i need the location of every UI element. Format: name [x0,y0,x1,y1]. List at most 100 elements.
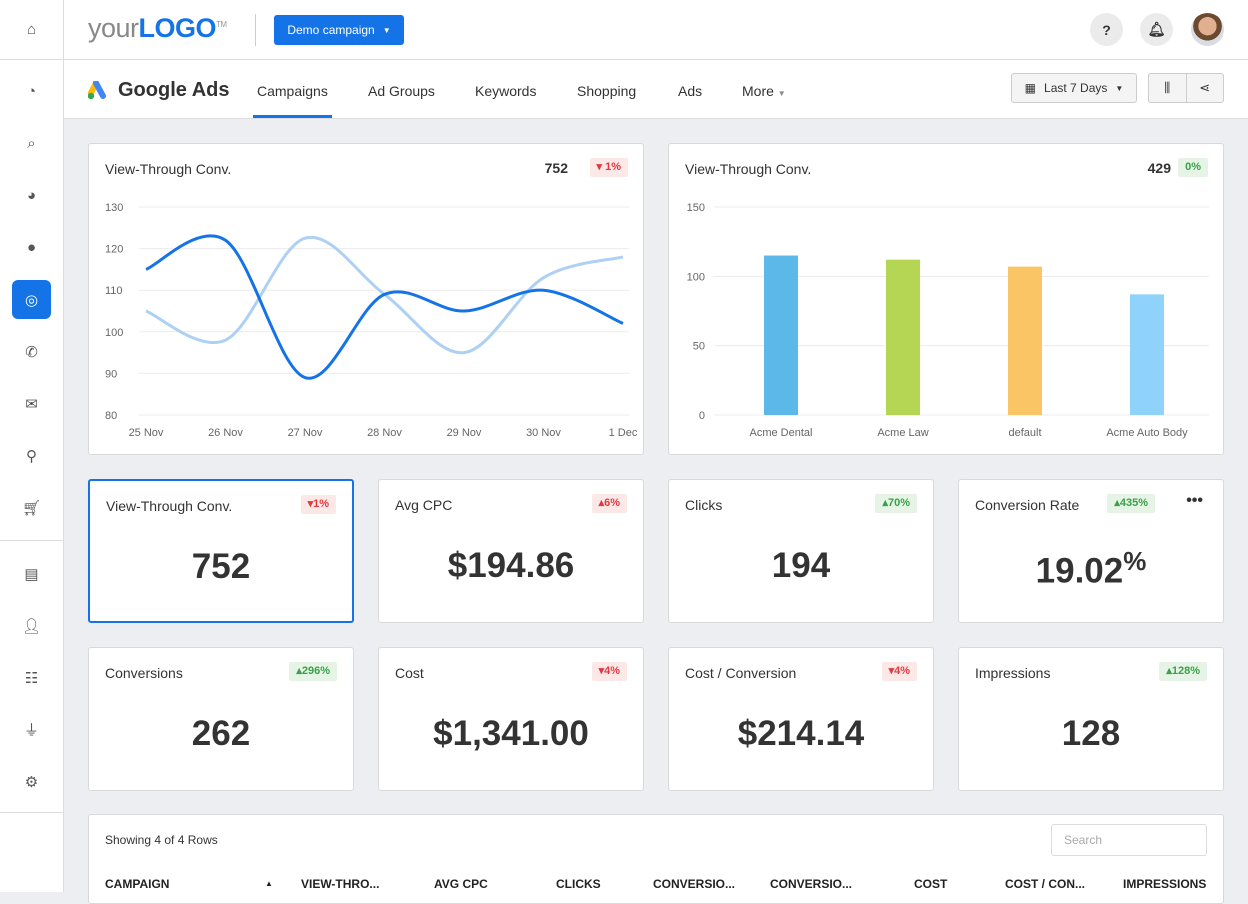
bell-icon: 🔔︎ [1147,21,1166,37]
gear-icon: ⚙ [24,773,39,791]
sidebar-item-mail[interactable]: ✉ [12,384,51,423]
caret-down-icon: ▼ [777,89,786,98]
sidebar-item-phone[interactable]: ✆ [12,332,51,371]
sidebar-divider [0,59,64,60]
metric-card[interactable]: Conversions ▴296% 262 [88,647,354,791]
column-header[interactable]: CAMPAIGN [105,877,170,891]
google-ads-icon [88,80,106,99]
column-header[interactable]: IMPRESSIONS [1123,877,1207,891]
metric-title: Avg CPC [395,497,453,513]
tab-ad-groups[interactable]: Ad Groups [368,83,435,99]
pie-chart-icon: ◕ [26,187,37,204]
search-input[interactable]: Search [1051,824,1207,856]
tasks-icon: ☷ [24,669,39,687]
sidebar-item-pie-chart[interactable]: ◕ [12,176,51,215]
x-tick-label: Acme Law [877,427,928,439]
bar [764,255,798,415]
change-badge: ▾4% [881,662,917,681]
card-title: View-Through Conv. [105,161,232,177]
calendar-icon: ▦ [1024,81,1037,95]
metric-card[interactable]: Avg CPC ▴6% $194.86 [378,479,644,623]
google-ads-label: Google Ads [118,79,230,101]
change-badge: ▴296% [289,662,337,681]
row-count: Showing 4 of 4 Rows [105,833,218,847]
sidebar-item-dashboard[interactable]: ◔ [12,72,51,111]
card-value: 752 [544,160,568,176]
metric-title: Clicks [685,497,723,513]
dashboard-icon: ◔ [26,83,37,100]
metric-card[interactable]: Cost / Conversion ▾4% $214.14 [668,647,934,791]
tab-keywords[interactable]: Keywords [475,83,537,99]
metric-value: 194 [771,546,831,585]
x-tick-label: Acme Auto Body [1106,427,1188,439]
sidebar-item-location[interactable]: ⚲ [12,436,51,475]
metric-card[interactable]: View-Through Conv. ▾1% 752 [88,479,354,623]
sort-ascending-icon[interactable]: ▲ [265,879,273,888]
tab-more[interactable]: More ▼ [742,83,786,99]
column-header[interactable]: CONVERSIO... [770,877,853,891]
x-tick-label: default [1008,427,1041,439]
sidebar-item-tasks[interactable]: ☷ [12,658,51,697]
column-header[interactable]: COST / CON... [1005,877,1086,891]
sidebar-item-search[interactable]: ⌕ [12,124,51,163]
bar [1130,294,1164,415]
sidebar-item-report[interactable]: ▤ [12,554,51,593]
column-header[interactable]: AVG CPC [434,877,488,891]
campaign-dropdown[interactable]: Demo campaign ▼ [274,15,404,45]
logo[interactable]: yourLOGOTM [88,13,227,44]
metric-value: $1,341.00 [433,714,589,753]
tab-shopping[interactable]: Shopping [577,83,637,99]
metric-title: Conversions [105,665,183,681]
help-icon: ? [1102,21,1111,38]
sidebar-item-target[interactable]: ◎ [12,280,51,319]
tab-ads[interactable]: Ads [678,83,703,99]
share-button[interactable]: ⋖ [1185,74,1224,102]
toolbar-buttons: ⫼ ⋖ [1148,73,1224,103]
metric-value: 128 [1061,714,1121,753]
sub-nav: Google Ads Campaigns Ad Groups Keywords … [64,60,1248,119]
metric-card[interactable]: Cost ▾4% $1,341.00 [378,647,644,791]
line-chart: 80 90 100 110 120 130 25 Nov 26 Nov 27 Nov 28 Nov… [105,202,638,439]
metric-card[interactable]: Impressions ▴128% 128 [958,647,1224,791]
y-tick-label: 50 [693,341,705,353]
change-badge: ▾4% [591,662,627,681]
metric-value: 19.02% [1035,546,1147,591]
caret-down-icon: ▼ [1115,83,1124,93]
sidebar-item-home[interactable]: ⌂ [12,10,51,49]
help-button[interactable]: ? [1090,13,1123,46]
divider [255,14,256,46]
sidebar-item-cart[interactable]: 🛒︎ [12,488,51,527]
column-header[interactable]: VIEW-THRO... [301,877,380,891]
location-icon: ⚲ [26,447,37,465]
logo-prefix: your [88,13,139,43]
series-line [145,234,624,380]
x-tick-label: 27 Nov [288,427,323,439]
column-header[interactable]: CONVERSIO... [653,877,736,891]
sidebar-item-plug[interactable]: ⏚ [12,710,51,749]
sidebar-item-chat[interactable]: ● [12,228,51,267]
filter-settings-button[interactable]: ⫼ [1164,80,1171,95]
sidebar-item-user[interactable]: 👤︎ [12,606,51,645]
y-tick-label: 120 [105,244,123,256]
notifications-button[interactable]: 🔔︎ [1140,13,1173,46]
column-header[interactable]: COST [914,877,948,891]
avatar[interactable] [1191,13,1224,46]
y-tick-label: 110 [105,285,123,297]
card-value: 429 [1147,160,1171,176]
tab-campaigns[interactable]: Campaigns [253,60,332,118]
y-tick-label: 150 [687,202,705,214]
sidebar-item-gear[interactable]: ⚙ [12,762,51,801]
change-badge: ▴70% [875,494,917,513]
metric-card[interactable]: Conversion Rate ▴435% ••• 19.02% [958,479,1224,623]
x-tick-label: 29 Nov [447,427,482,439]
card-title: View-Through Conv. [685,161,812,177]
metric-title: Conversion Rate [975,497,1080,513]
column-header[interactable]: CLICKS [556,877,601,891]
x-tick-label: 25 Nov [129,427,164,439]
y-tick-label: 100 [687,271,705,283]
date-range-button[interactable]: ▦ Last 7 Days ▼ [1011,73,1137,103]
chat-icon: ● [26,239,37,256]
metric-card[interactable]: Clicks ▴70% 194 [668,479,934,623]
more-options-icon[interactable]: ••• [1186,492,1203,509]
line-chart-card: View-Through Conv. 752 ▾ 1% 80 90 100 110 12… [88,143,644,455]
